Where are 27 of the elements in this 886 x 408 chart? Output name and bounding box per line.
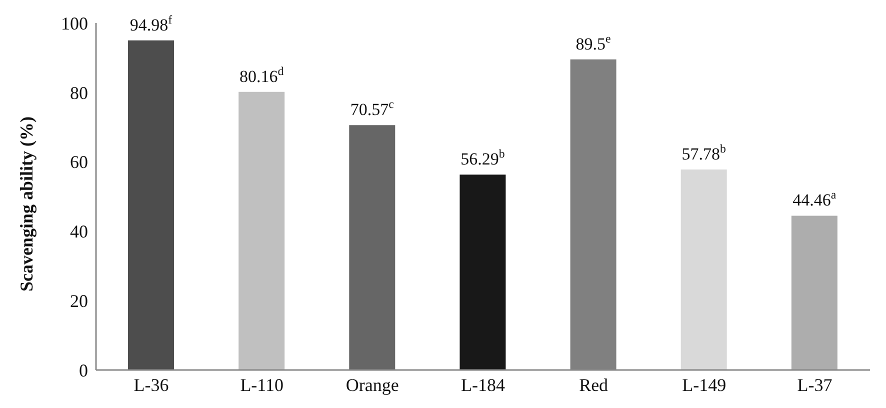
y-tick-label: 0 bbox=[79, 360, 88, 380]
data-label: 70.57$^{c}$ bbox=[350, 97, 394, 120]
bar bbox=[460, 174, 506, 370]
y-tick-label: 20 bbox=[70, 290, 88, 311]
bar bbox=[349, 125, 396, 370]
data-label: 57.78$^{b}$ bbox=[682, 142, 726, 164]
data-label: 44.46$^{a}$ bbox=[792, 188, 837, 210]
bar bbox=[238, 92, 285, 370]
x-tick-label: L-36 bbox=[134, 374, 169, 395]
y-axis-title: Scavenging ability (%) bbox=[16, 116, 36, 292]
data-label: 89.5$^{e}$ bbox=[576, 31, 611, 54]
y-tick-label: 100 bbox=[61, 13, 88, 34]
y-tick-label: 60 bbox=[70, 152, 88, 172]
x-tick-label: L-110 bbox=[240, 374, 284, 395]
x-tick-label: L-184 bbox=[461, 374, 505, 395]
data-label: 80.16$^{d}$ bbox=[239, 64, 284, 86]
bar bbox=[128, 40, 174, 370]
x-tick-label: Orange bbox=[346, 374, 399, 395]
bar bbox=[791, 216, 838, 370]
x-tick-label: L-149 bbox=[682, 374, 726, 395]
x-tick-label: L-37 bbox=[797, 374, 832, 395]
data-label: 56.29$^{b}$ bbox=[460, 146, 505, 169]
y-tick-label: 80 bbox=[70, 82, 88, 103]
y-tick-label: 40 bbox=[70, 222, 88, 242]
data-label: 94.98$^{f}$ bbox=[130, 12, 172, 34]
x-tick-label: Red bbox=[579, 374, 608, 395]
bar bbox=[680, 170, 727, 370]
